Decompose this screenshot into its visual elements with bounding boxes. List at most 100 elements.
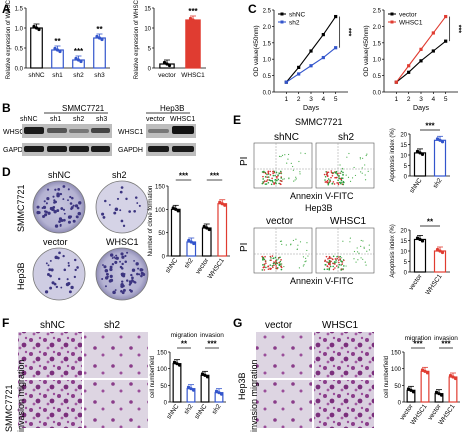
data-point (438, 138, 442, 142)
colony-dot (42, 205, 47, 210)
flow-event (327, 171, 330, 174)
y-tick-label: 10 (400, 250, 407, 256)
colony-dot (115, 256, 119, 260)
x-tick-label: 3 (419, 96, 423, 103)
y-axis-label: cell numberfield (384, 356, 390, 398)
flow-event (364, 164, 366, 166)
legend-label: shNC (289, 11, 306, 18)
flow-event (279, 260, 282, 263)
flow-event (328, 259, 331, 262)
panel-label-A: A (2, 2, 11, 16)
colony-dot (72, 219, 76, 223)
colony-dot (49, 286, 53, 290)
group-label: invasion (200, 332, 224, 339)
data-point (205, 226, 209, 230)
colony-dot (109, 274, 113, 279)
flow-event (338, 175, 340, 177)
western-blot-hep3b: Hep3B vector WHSC1 WHSC1 GAPDH (118, 104, 196, 156)
flow-event (361, 172, 363, 174)
data-point (186, 385, 191, 389)
flow-event (340, 170, 343, 173)
colony-dot (77, 211, 82, 216)
colony-dot (105, 272, 109, 276)
flow-event (296, 248, 298, 250)
transwell-col-label: WHSC1 (322, 320, 359, 331)
flow-event (262, 266, 265, 268)
series-point (297, 65, 301, 69)
colony-dot (48, 268, 52, 272)
flow-event (304, 261, 306, 263)
flow-event (356, 247, 358, 249)
flow-event (335, 176, 337, 179)
flow-event (277, 258, 279, 260)
flow-event (342, 183, 345, 186)
colony-dot (133, 260, 135, 262)
flow-event (334, 258, 337, 260)
flow-event (362, 157, 364, 159)
series-point (297, 72, 301, 76)
bar (172, 363, 182, 403)
flow-event (364, 261, 366, 263)
flow-event (274, 256, 277, 259)
colony-dot (49, 206, 53, 211)
data-point (415, 149, 420, 153)
colony-dot (53, 282, 57, 286)
colony-dot (120, 219, 124, 223)
flow-event (273, 182, 275, 184)
colony-col-label: vector (43, 237, 68, 247)
flow-event (368, 249, 371, 251)
blot-lane-label: vector (146, 116, 166, 123)
bar (170, 208, 181, 257)
y-tick-label: 2.5 (263, 9, 272, 15)
y-tick-label: 100 (157, 367, 168, 373)
colony-dot (113, 256, 116, 259)
flow-event (272, 266, 274, 269)
blot-band (148, 129, 169, 133)
colony-dot (120, 252, 124, 256)
colony-dot (62, 254, 65, 258)
flow-event (366, 250, 368, 252)
transwell-image (256, 380, 312, 428)
flow-event (292, 239, 295, 242)
colony-dot (130, 273, 133, 277)
flow-event (332, 181, 335, 183)
colony-dot (112, 290, 116, 295)
flow-event (294, 179, 296, 181)
y-tick-label: 100 (391, 367, 402, 373)
panel-label-D: D (2, 165, 11, 179)
data-point (202, 224, 206, 229)
colony-dot (67, 188, 70, 191)
colony-dot (133, 209, 136, 213)
flow-event (342, 268, 344, 270)
sig-label: ** (96, 25, 103, 34)
y-tick-label: 150 (155, 185, 166, 191)
flow-event (339, 258, 341, 260)
flow-event (304, 152, 306, 155)
flow-event (269, 170, 271, 173)
blot-band (91, 146, 110, 152)
colony-dot (71, 196, 74, 200)
flow-event (354, 174, 357, 177)
y-axis-label: Apoptosis index (%) (390, 128, 396, 181)
flow-event (274, 181, 277, 184)
sig-label: ** (54, 37, 61, 46)
flow-event (333, 261, 336, 263)
flow-event (333, 183, 336, 185)
flow-event (263, 269, 266, 271)
flow-event (368, 244, 370, 246)
colony-dot (46, 197, 50, 201)
flow-event (324, 263, 327, 266)
flow-event (334, 267, 336, 269)
data-point (439, 393, 444, 397)
colony-dot (69, 195, 72, 199)
data-point (420, 152, 425, 156)
colony-dot (46, 188, 50, 191)
flow-event (331, 175, 334, 177)
y-tick-label: 15 (400, 143, 407, 149)
x-tick-label: shNC (164, 257, 179, 275)
y-axis-label: Relative expression of WHSC1 (134, 0, 140, 79)
data-point (32, 24, 36, 29)
data-point (174, 207, 178, 211)
y-tick-label: 50 (158, 231, 165, 237)
chart-a-overexpression: 0 5 10 15 Relative expression of WHSC1 vector… (134, 0, 206, 79)
